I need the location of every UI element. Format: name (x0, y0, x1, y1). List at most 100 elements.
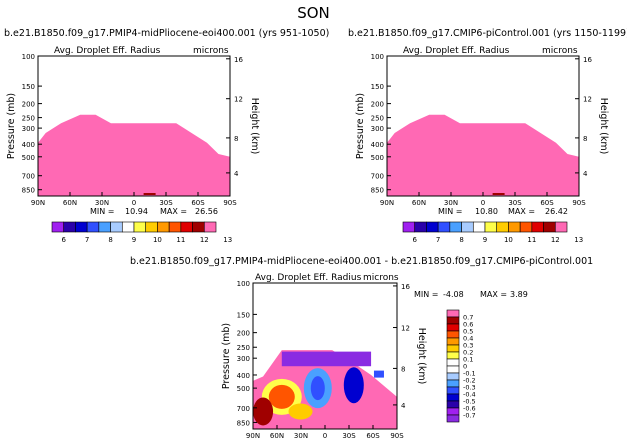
panel-3-subtitle: Avg. Droplet Eff. Radius (255, 273, 362, 283)
panel-3-ytick-label: 200 (237, 330, 250, 338)
panel-3-xtick-label: 90N (246, 432, 260, 440)
panel-1-y2tick-label: 16 (234, 56, 243, 64)
panel-1-colorbar-label: 9 (132, 236, 136, 244)
panel-1-ytick-label: 850 (22, 187, 35, 195)
panel-1-colorbar-box (98, 221, 111, 233)
panel-2-xtick-label: 30S (508, 199, 522, 207)
panel-3-colorbar-label: 0.6 (463, 321, 473, 329)
panel-2-title: b.e21.B1850.f09_g17.CMIP6-piControl.001 … (348, 28, 627, 39)
panel-3-colorbar-label: -0.7 (463, 412, 476, 420)
panel-1-xtick-label: 30N (95, 199, 109, 207)
panel-2-colorbar-label: 13 (574, 236, 583, 244)
panel-1-units: microns (193, 46, 229, 56)
panel-3-colorbar-box (446, 316, 460, 325)
panel-3-colorbar-label: -0.5 (463, 398, 476, 406)
panel-3-ytick-label: 150 (237, 311, 250, 319)
panel-3-title: b.e21.B1850.f09_g17.PMIP4-midPliocene-eo… (130, 256, 593, 267)
panel-3-colorbar-box (446, 393, 460, 402)
panel-2-colorbar-box (508, 221, 521, 233)
panel-1-ylabel: Pressure (mb) (6, 93, 17, 159)
panel-3-colorbar-box (446, 351, 460, 360)
panel-2-units: microns (542, 46, 578, 56)
panel-2-colorbar-box (449, 221, 462, 233)
panel-3-max-value: 3.89 (510, 290, 528, 299)
panel-2-colorbar-label: 10 (504, 236, 513, 244)
panel-2-y2tick-label: 4 (583, 170, 588, 178)
panel-1-xtick-label: 60N (63, 199, 77, 207)
panel-3-colorbar-box (446, 379, 460, 388)
panel-2-min-value: 10.80 (475, 207, 498, 216)
panel-1-max-label: MAX = (160, 207, 187, 216)
panel-1-field (38, 114, 230, 196)
panel-3-y2tick-label: 8 (401, 365, 405, 373)
panel-3-colorbar-box (446, 365, 460, 374)
panel-2-colorbar-box (414, 221, 427, 233)
page-title: SON (297, 4, 330, 22)
panel-3-xtick-label: 30N (294, 432, 308, 440)
panel-3-field-top (281, 351, 372, 367)
panel-3-colorbar-label: -0.3 (463, 384, 476, 392)
panel-1-ytick-label: 150 (22, 83, 35, 91)
panel-3-xtick-label: 60N (270, 432, 284, 440)
panel-3-y2label: Height (km) (416, 328, 427, 385)
panel-3-colorbar-box (446, 337, 460, 346)
panel-3-ytick-label: 500 (237, 385, 250, 393)
panel-1-y2tick-label: 8 (234, 135, 238, 143)
panel-1-y2label: Height (km) (249, 98, 260, 155)
panel-3-blob-5 (343, 367, 364, 404)
panel-3-colorbar-box (446, 330, 460, 339)
panel-2-colorbar-box (426, 221, 439, 233)
panel-2-colorbar-box (531, 221, 544, 233)
panel-1-ytick-label: 500 (22, 154, 35, 162)
panel-3-blob-7 (288, 403, 313, 420)
panel-3-colorbar-label: 0.3 (463, 342, 473, 350)
panel-2-colorbar-box (472, 221, 486, 233)
panel-2-colorbar-label: 6 (412, 236, 417, 244)
panel-1-min-label: MIN = (90, 207, 115, 216)
panel-3-colorbar-box (446, 414, 460, 423)
panel-2-ytick-label: 500 (371, 154, 384, 162)
panel-3-blob-6 (253, 397, 274, 426)
panel-3-colorbar-label: 0.4 (463, 335, 473, 343)
panel-2-ytick-label: 700 (371, 173, 384, 181)
panel-1-xtick-label: 90S (223, 199, 237, 207)
panel-2-ytick-label: 300 (371, 125, 384, 133)
panel-3-units: microns (363, 273, 399, 283)
panel-2-subtitle: Avg. Droplet Eff. Radius (403, 46, 510, 56)
panel-2-y2tick-label: 16 (583, 56, 592, 64)
panel-1-colorbar-label: 13 (223, 236, 232, 244)
panel-3-colorbar-box (446, 358, 460, 367)
panel-3-colorbar-label: -0.2 (463, 377, 476, 385)
panel-1-colorbar-box (168, 221, 182, 233)
panel-1-colorbar-label: 11 (176, 236, 185, 244)
panel-1-xtick-label: 30S (159, 199, 173, 207)
panel-2-colorbar-label: 8 (459, 236, 463, 244)
panel-1-colorbar-box (51, 221, 65, 233)
panel-2-colorbar-box (402, 221, 416, 233)
panel-1-max-value: 26.56 (195, 207, 218, 216)
panel-2-ylabel: Pressure (mb) (355, 93, 366, 159)
panel-1-colorbar-box (203, 221, 217, 233)
panel-3-blob-2 (268, 384, 295, 409)
panel-1-xtick-label: 60S (191, 199, 205, 207)
panel-3-ytick-label: 700 (237, 405, 250, 413)
panel-2-min-label: MIN = (438, 207, 463, 216)
panel-3-xtick-label: 90S (390, 432, 404, 440)
panel-2-colorbar-box (461, 221, 474, 233)
panel-2-xtick-label: 60S (540, 199, 554, 207)
panel-2-field-accent (492, 193, 505, 195)
panel-3-colorbar-box (446, 386, 460, 395)
panel-1-colorbar-box (133, 221, 147, 233)
panel-1-ytick-label: 100 (22, 53, 35, 61)
panel-1-ytick-label: 250 (22, 115, 35, 123)
panel-3-min-value: -4.08 (443, 290, 464, 299)
panel-3-colorbar-box (446, 309, 460, 318)
panel-1-y2tick-label: 12 (234, 96, 243, 104)
panel-3-colorbar-box (446, 372, 460, 381)
panel-3-y2tick-label: 4 (401, 402, 406, 410)
panel-1-colorbar-label: 10 (153, 236, 162, 244)
panel-2-y2label: Height (km) (598, 98, 609, 155)
panel-2-xtick-label: 60N (412, 199, 426, 207)
panel-2-colorbar-box (519, 221, 533, 233)
panel-2-ytick-label: 850 (371, 187, 384, 195)
